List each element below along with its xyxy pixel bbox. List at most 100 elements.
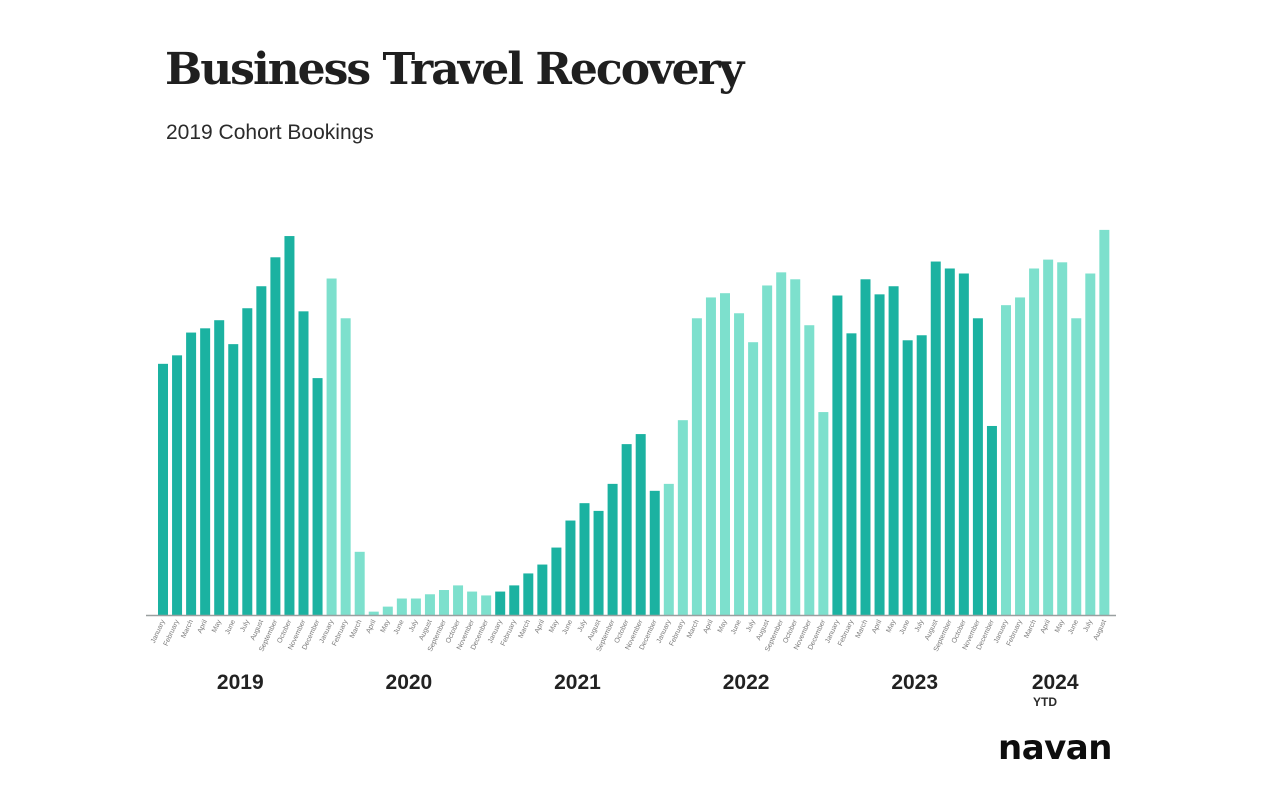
chart-subtitle: 2019 Cohort Bookings xyxy=(166,121,374,144)
chart-title: Business Travel Recovery xyxy=(165,44,744,95)
year-label-2022: 2022 xyxy=(723,671,770,694)
bar-2020-march xyxy=(354,551,365,616)
month-label: June xyxy=(561,619,574,636)
bar-2024-april xyxy=(1043,259,1054,616)
month-label: April xyxy=(871,618,883,634)
year-label-2024: 2024 xyxy=(1032,671,1079,694)
navan-logo: navan xyxy=(998,728,1112,768)
bar-2019-september xyxy=(270,257,281,616)
bar-2019-october xyxy=(284,236,295,616)
bar-2019-march xyxy=(186,332,197,616)
month-label: March xyxy=(686,619,701,640)
bar-2023-march xyxy=(860,279,871,616)
bar-2020-may xyxy=(382,606,393,616)
bar-2020-october xyxy=(453,585,464,616)
bar-2020-june xyxy=(396,598,407,616)
bar-2020-july xyxy=(410,598,421,616)
month-label: July xyxy=(745,618,757,633)
bar-2021-july xyxy=(579,503,590,616)
bar-2022-may xyxy=(720,293,730,616)
bar-2023-december xyxy=(986,425,997,616)
bar-2021-december xyxy=(649,490,660,616)
bar-2021-june xyxy=(565,520,576,616)
bar-2024-may xyxy=(1057,262,1068,616)
month-label: April xyxy=(365,618,377,634)
bar-2021-march xyxy=(523,573,534,616)
bar-2021-november xyxy=(635,434,646,616)
month-label: June xyxy=(393,619,406,636)
month-label: June xyxy=(224,619,237,636)
bar-2019-august xyxy=(256,286,267,616)
bar-2022-july xyxy=(748,342,759,616)
bar-2023-april xyxy=(874,294,885,616)
bar-2020-february xyxy=(340,318,351,616)
month-label: April xyxy=(702,618,714,634)
bar-2022-november xyxy=(804,325,815,616)
month-label: June xyxy=(899,619,912,636)
bar-2019-june xyxy=(228,344,239,616)
bar-2022-january xyxy=(663,483,674,616)
month-label: April xyxy=(534,618,546,634)
bar-2020-december xyxy=(481,595,492,616)
month-label: March xyxy=(180,619,195,640)
bar-2022-march xyxy=(691,318,702,616)
month-label: March xyxy=(1023,619,1038,640)
year-label-2020: 2020 xyxy=(386,671,433,694)
bar-2024-january xyxy=(1001,305,1011,616)
bar-2022-february xyxy=(677,420,688,616)
bar-2022-june xyxy=(734,313,745,616)
bar-2022-august xyxy=(762,285,773,616)
bar-2019-april xyxy=(200,328,211,616)
bar-2023-august xyxy=(930,261,941,616)
bar-2020-april xyxy=(368,611,379,616)
ytd-label: YTD xyxy=(1033,695,1057,709)
bar-2019-february xyxy=(172,355,183,616)
month-label: July xyxy=(408,618,420,633)
bar-2021-october xyxy=(621,444,632,616)
month-label: May xyxy=(380,618,392,633)
bar-2023-january xyxy=(832,295,843,616)
month-label: April xyxy=(197,618,209,634)
bar-2019-january xyxy=(158,363,168,616)
month-label: March xyxy=(855,619,870,640)
month-label: July xyxy=(577,618,589,633)
bar-2020-september xyxy=(439,590,449,616)
bar-2021-february xyxy=(509,585,520,616)
bar-2024-march xyxy=(1029,268,1040,616)
month-label: May xyxy=(717,618,729,633)
bar-2022-october xyxy=(790,279,801,616)
bar-2019-may xyxy=(214,320,225,616)
year-label-2023: 2023 xyxy=(891,671,938,694)
bar-2021-august xyxy=(593,510,604,616)
month-label: July xyxy=(1083,618,1095,633)
bar-2022-april xyxy=(705,297,716,616)
bar-2023-november xyxy=(972,318,983,616)
bar-2023-february xyxy=(846,333,857,616)
bar-2021-may xyxy=(551,547,562,616)
bar-2023-september xyxy=(944,268,955,616)
bar-2023-october xyxy=(958,273,969,616)
bar-2019-november xyxy=(298,311,309,616)
bar-2021-april xyxy=(537,564,548,616)
month-label: August xyxy=(1093,619,1109,642)
month-label: March xyxy=(518,619,533,640)
bar-2023-may xyxy=(888,286,899,616)
bar-2021-september xyxy=(607,483,618,616)
bar-2022-december xyxy=(818,412,829,616)
bar-2022-september xyxy=(776,272,787,616)
bar-2019-july xyxy=(242,308,253,616)
bar-2024-august xyxy=(1099,229,1110,616)
bar-2023-june xyxy=(902,340,913,616)
bar-2020-november xyxy=(467,591,478,616)
year-label-2019: 2019 xyxy=(217,671,264,694)
month-label: May xyxy=(885,618,897,633)
month-label: May xyxy=(1054,618,1066,633)
month-label: July xyxy=(240,618,252,633)
bar-2020-august xyxy=(424,594,435,616)
month-label: March xyxy=(349,619,364,640)
month-label: May xyxy=(211,618,223,633)
month-label: June xyxy=(730,619,743,636)
month-label: April xyxy=(1040,618,1052,634)
bar-2020-january xyxy=(326,278,337,616)
